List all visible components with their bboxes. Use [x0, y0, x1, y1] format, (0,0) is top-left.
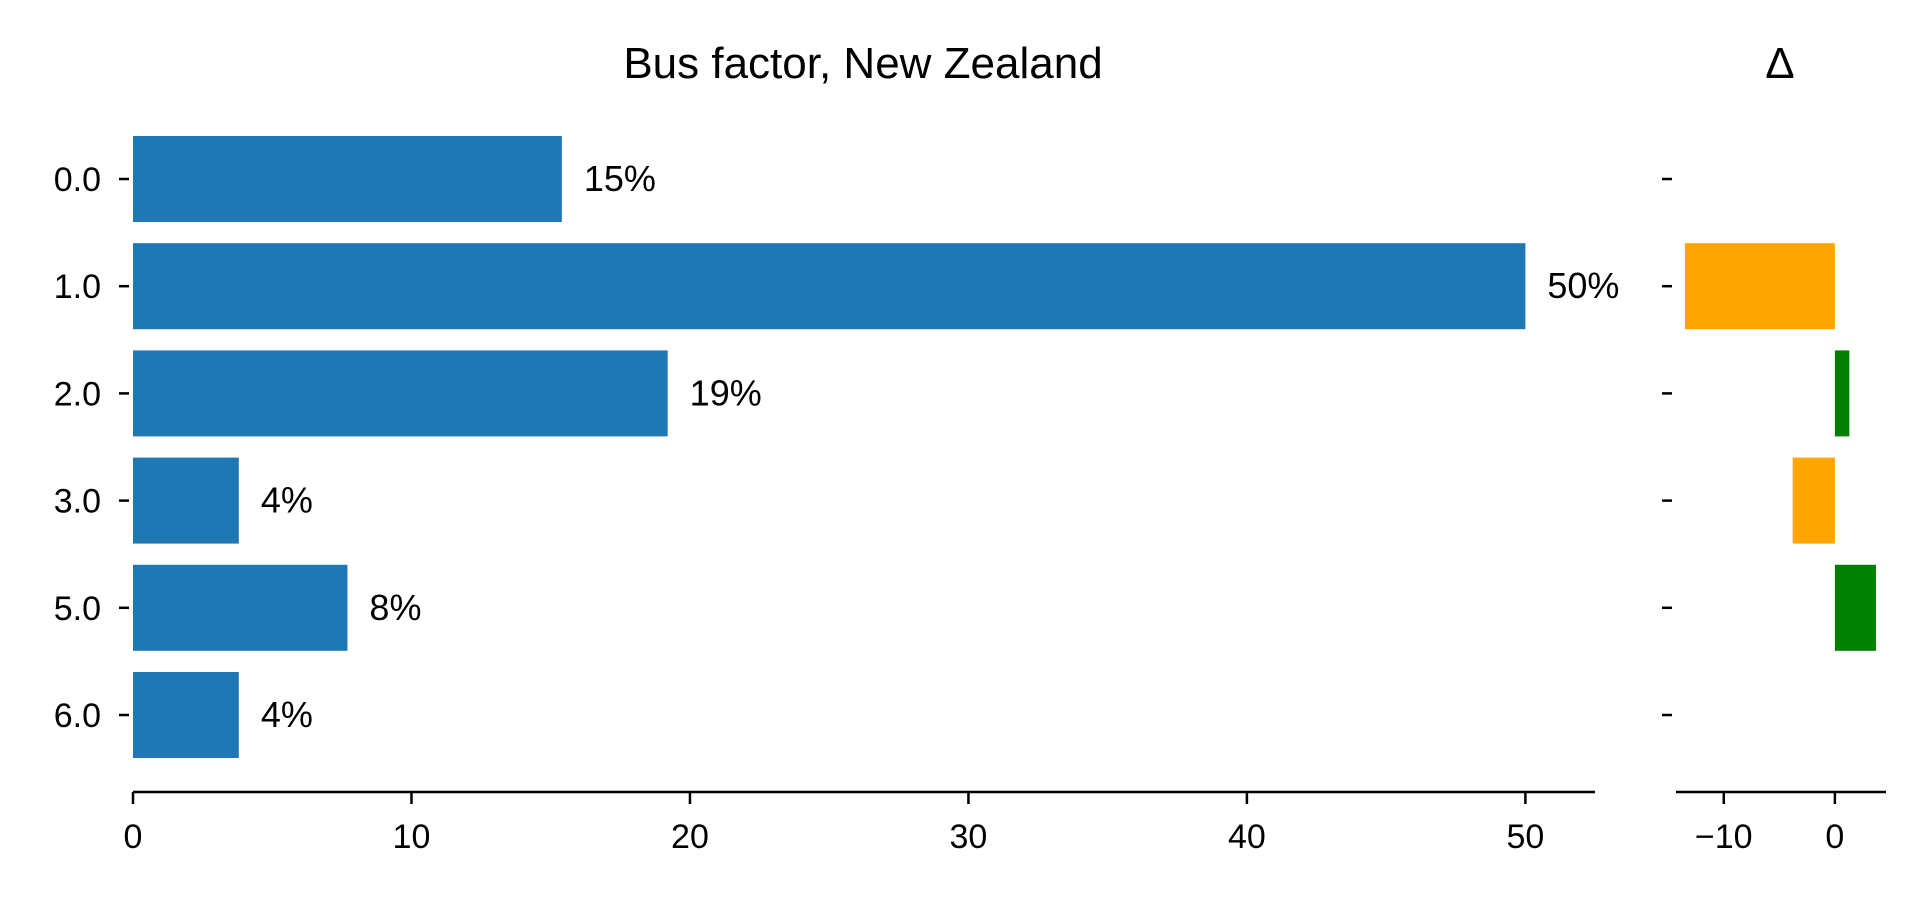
y-tick-label-3.0: 3.0: [54, 483, 101, 521]
y-tick-label-0.0: 0.0: [54, 161, 101, 199]
bar-1.0: [133, 243, 1526, 330]
y-tick-label-6.0: 6.0: [54, 697, 101, 735]
y-tick-label-2.0: 2.0: [54, 375, 101, 413]
chart-title: Bus factor, New Zealand: [623, 39, 1102, 88]
x-tick-label-30: 30: [950, 818, 988, 856]
delta-bar-chart: Δ −10 0: [1662, 39, 1886, 856]
bar-label-2.0: 19%: [690, 372, 762, 413]
delta-chart-title: Δ: [1765, 39, 1794, 88]
y-tick-label-1.0: 1.0: [54, 268, 101, 306]
main-y-axis: 0.0 1.0 2.0 3.0 5.0 6.0: [54, 161, 129, 735]
delta-x-axis: −10 0: [1676, 790, 1886, 856]
y-tick-label-5.0: 5.0: [54, 590, 101, 628]
bar-label-3.0: 4%: [261, 480, 313, 521]
bar-label-5.0: 8%: [369, 587, 421, 628]
x-tick-label-40: 40: [1228, 818, 1266, 856]
delta-bars-group: [1684, 243, 1876, 651]
bar-6.0: [133, 672, 239, 758]
bar-label-1.0: 50%: [1547, 265, 1619, 306]
main-x-axis: 0 10 20 30 40 50: [124, 790, 1595, 856]
main-bars-group: [133, 136, 1526, 758]
bar-5.0: [133, 564, 348, 651]
x-tick-label-10: 10: [393, 818, 431, 856]
bar-0.0: [133, 136, 562, 222]
delta-x-tick-label-0: 0: [1825, 818, 1844, 856]
x-tick-label-50: 50: [1506, 818, 1544, 856]
main-bar-labels-group: 15% 50% 19% 4% 8% 4%: [261, 158, 1620, 735]
main-bar-chart: Bus factor, New Zealand 15%50%19%4%8%4% …: [54, 39, 1620, 856]
delta-bar-2.0: [1834, 350, 1850, 437]
bar-label-6.0: 4%: [261, 694, 313, 735]
x-tick-label-0: 0: [124, 818, 143, 856]
delta-bar-5.0: [1834, 564, 1876, 651]
delta-bar-3.0: [1792, 457, 1835, 544]
delta-bar-1.0: [1684, 243, 1835, 330]
bar-2.0: [133, 350, 668, 437]
bar-3.0: [133, 457, 239, 544]
bar-label-0.0: 15%: [584, 158, 656, 199]
delta-y-axis: [1662, 177, 1672, 717]
delta-x-tick-label--10: −10: [1695, 818, 1753, 856]
x-tick-label-20: 20: [671, 818, 709, 856]
